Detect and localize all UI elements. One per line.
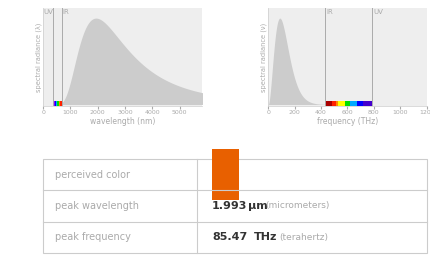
Text: (micrometers): (micrometers) bbox=[265, 201, 329, 211]
Text: 85.47: 85.47 bbox=[212, 232, 246, 242]
Text: perceived color: perceived color bbox=[55, 170, 129, 180]
Text: (terahertz): (terahertz) bbox=[278, 233, 327, 242]
Text: μm: μm bbox=[248, 201, 267, 211]
Text: peak frequency: peak frequency bbox=[55, 232, 130, 242]
Y-axis label: spectral radiance (ν): spectral radiance (ν) bbox=[260, 22, 266, 92]
Text: IR: IR bbox=[63, 9, 69, 15]
Text: UV: UV bbox=[43, 9, 53, 15]
Text: IR: IR bbox=[325, 9, 332, 15]
Text: THz: THz bbox=[254, 232, 277, 242]
Text: UV: UV bbox=[373, 9, 383, 15]
Text: 1.993: 1.993 bbox=[212, 201, 247, 211]
Bar bbox=[212, 149, 238, 200]
Y-axis label: spectral radiance (λ): spectral radiance (λ) bbox=[35, 22, 42, 92]
X-axis label: wavelength (nm): wavelength (nm) bbox=[89, 117, 155, 126]
Text: peak wavelength: peak wavelength bbox=[55, 201, 138, 211]
X-axis label: frequency (THz): frequency (THz) bbox=[316, 117, 377, 126]
